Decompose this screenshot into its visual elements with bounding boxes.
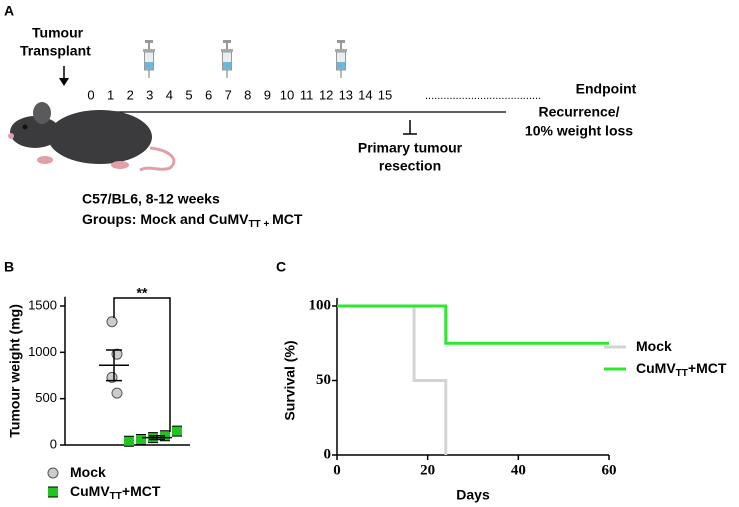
mouse-info: C57/BL6, 8-12 weeks xyxy=(82,191,220,207)
day-label: 2 xyxy=(127,87,134,102)
survival-line xyxy=(337,304,609,345)
panel-label: C xyxy=(276,259,286,275)
day-label: 8 xyxy=(244,87,251,102)
endpoint: Endpoint xyxy=(576,81,637,97)
syringe xyxy=(142,39,156,79)
x-tick-label: 0 xyxy=(333,462,341,478)
error-bar xyxy=(149,434,165,441)
arrow-head xyxy=(59,78,69,86)
y-axis-label: Tumour weight (mg) xyxy=(7,304,23,438)
data-point xyxy=(135,433,147,445)
resection-label: Primary tumour xyxy=(358,140,463,156)
legend-marker xyxy=(47,467,59,479)
error-bar xyxy=(106,349,122,382)
y-tick-label: 1500 xyxy=(28,297,57,312)
significance-bracket xyxy=(113,297,171,432)
x-tick-label: 40 xyxy=(511,462,526,478)
panel-label: B xyxy=(4,259,14,275)
y-tick-label: 1000 xyxy=(28,344,57,359)
y-tick-label: 0 xyxy=(324,446,332,462)
y-tick-label: 0 xyxy=(50,436,57,451)
y-axis-label: Survival (%) xyxy=(282,340,298,420)
mouse xyxy=(8,102,176,172)
day-label: 3 xyxy=(146,87,153,102)
panel-label: A xyxy=(4,3,14,19)
day-label: 15 xyxy=(378,87,392,102)
x-tick-label: 20 xyxy=(420,462,435,478)
endpoint-detail: Recurrence/ xyxy=(539,104,620,120)
day-labels: 0 1 2 3 4 5 6 7 8 9 10 11 12 13 14 15 xyxy=(87,87,392,102)
y-tick-label: 500 xyxy=(35,390,57,405)
timeline-dots: ...................................... xyxy=(425,90,541,102)
resection-label: resection xyxy=(379,158,441,174)
endpoint-detail: 10% weight loss xyxy=(525,123,633,139)
legend-label: Mock xyxy=(70,464,106,480)
transplant-label: Tumour xyxy=(32,25,84,41)
survival-line xyxy=(337,304,448,455)
day-label: 12 xyxy=(319,87,333,102)
syringe xyxy=(220,39,234,79)
day-label: 11 xyxy=(300,87,314,102)
data-point xyxy=(111,387,123,399)
syringe xyxy=(334,39,348,79)
legend-label: CuMVTT+MCT xyxy=(636,360,727,379)
day-label: 6 xyxy=(205,87,212,102)
data-point xyxy=(106,316,118,328)
day-label: 9 xyxy=(264,87,271,102)
day-label: 7 xyxy=(225,87,232,102)
day-label: 5 xyxy=(185,87,192,102)
x-tick-label: 60 xyxy=(602,462,617,478)
groups-info: Groups: Mock and CuMVTT + MCT xyxy=(82,211,303,230)
transplant-label: Transplant xyxy=(20,43,91,59)
day-label: 4 xyxy=(166,87,173,102)
significance: ** xyxy=(137,285,148,301)
legend-label: Mock xyxy=(636,338,672,354)
legend-marker xyxy=(47,486,59,498)
day-label: 14 xyxy=(358,87,372,102)
y-tick-label: 100 xyxy=(309,297,332,313)
data-point xyxy=(123,435,135,447)
y-tick-label: 50 xyxy=(316,372,331,388)
day-label: 10 xyxy=(280,87,294,102)
day-label: 0 xyxy=(87,87,94,102)
day-label: 13 xyxy=(339,87,353,102)
day-label: 1 xyxy=(107,87,114,102)
legend-label: CuMVTT+MCT xyxy=(70,483,161,502)
x-axis-label: Days xyxy=(456,487,490,503)
data-point xyxy=(171,425,183,437)
